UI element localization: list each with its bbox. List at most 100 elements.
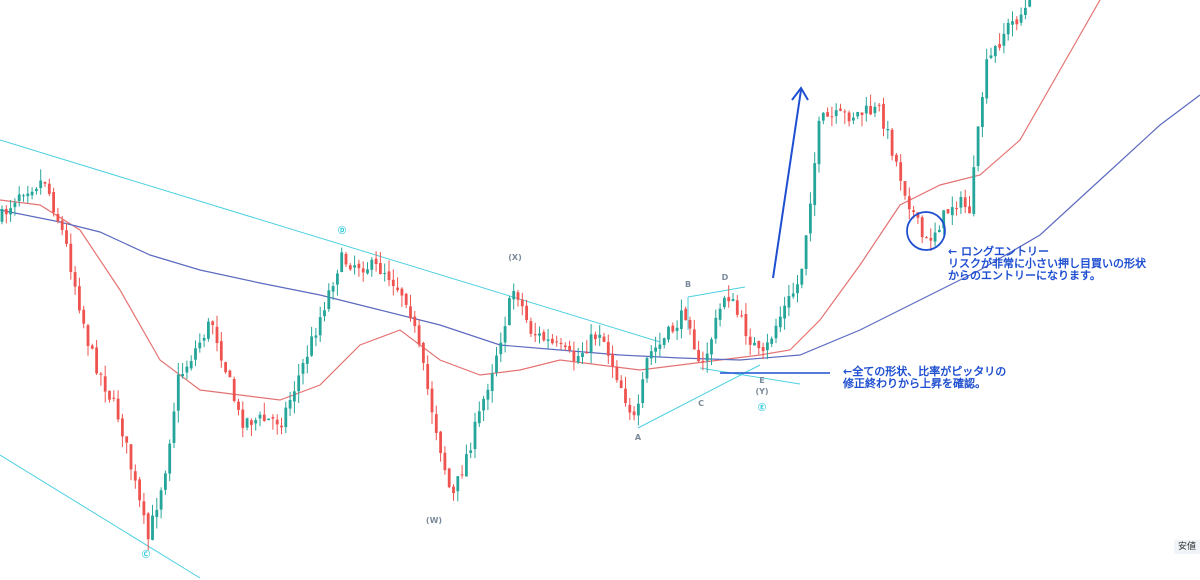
- candle: [275, 414, 279, 435]
- candle: [899, 154, 903, 191]
- candle: [981, 92, 984, 138]
- annotation-text: からのエントリーになります。: [948, 269, 1101, 282]
- candle: [469, 442, 473, 459]
- candle: [839, 103, 842, 112]
- candle: [404, 292, 408, 309]
- candle: [133, 464, 137, 489]
- candle: [370, 257, 374, 277]
- candle: [800, 268, 804, 289]
- candle: [740, 310, 743, 318]
- trendlines: [0, 139, 801, 579]
- candle: [602, 332, 606, 343]
- candle: [280, 417, 283, 435]
- candle: [327, 283, 331, 312]
- candle: [993, 45, 997, 63]
- candle: [1019, 7, 1023, 26]
- candle: [985, 48, 989, 104]
- candle: [589, 324, 593, 364]
- candle: [422, 341, 425, 371]
- candle: [860, 112, 864, 127]
- candle: [30, 187, 34, 200]
- candle: [82, 305, 86, 329]
- candle: [907, 187, 911, 220]
- candle: [998, 33, 1001, 51]
- candle: [413, 310, 417, 333]
- candle: [869, 94, 872, 116]
- candle: [710, 337, 713, 366]
- candle: [357, 259, 361, 277]
- candle: [925, 236, 928, 239]
- annotations: ← ロングエントリーリスクが非常に小さい押し目買いの形状からのエントリーになりま…: [842, 244, 1147, 390]
- candle: [619, 375, 623, 389]
- candle: [563, 342, 567, 351]
- candle: [391, 269, 395, 296]
- candle: [895, 153, 898, 167]
- candle: [933, 222, 937, 247]
- candle: [207, 318, 210, 342]
- candle: [572, 341, 576, 371]
- candle: [383, 263, 387, 282]
- candle: [271, 414, 275, 430]
- candle: [151, 504, 154, 541]
- candle: [439, 430, 442, 462]
- candle: [228, 369, 232, 378]
- candle: [946, 208, 950, 214]
- candle: [727, 285, 731, 308]
- candle: [546, 328, 550, 349]
- candle: [284, 401, 288, 433]
- candle: [116, 390, 120, 423]
- candle: [873, 102, 877, 118]
- candle: [864, 96, 868, 122]
- candle: [215, 315, 219, 352]
- wave-label: Ⓔ: [758, 402, 766, 412]
- triangle-upper-line: [687, 286, 746, 298]
- candle: [654, 336, 657, 363]
- wave-labels: Ⓓ (X) B D A C E (Y) Ⓔ (W) Ⓒ: [142, 225, 769, 559]
- annotation-text: リスクが非常に小さい押し目買いの形状: [948, 256, 1147, 270]
- candle: [1011, 11, 1014, 37]
- candle: [538, 326, 541, 344]
- candle: [331, 282, 335, 300]
- candle: [22, 193, 25, 202]
- candle: [90, 343, 94, 350]
- candle: [185, 360, 189, 380]
- candle: [86, 323, 90, 356]
- candle: [817, 116, 821, 173]
- candle: [611, 345, 614, 378]
- candle: [1028, 0, 1032, 8]
- candle: [688, 316, 692, 335]
- upper-channel-line: [0, 139, 661, 343]
- wave-label: Ⓒ: [142, 549, 150, 559]
- candle: [293, 381, 296, 414]
- candle: [525, 299, 528, 324]
- candle: [336, 269, 339, 296]
- candle: [520, 292, 524, 316]
- candle: [649, 345, 653, 365]
- candle: [761, 342, 765, 360]
- candle: [288, 391, 292, 417]
- candle: [340, 247, 344, 273]
- candle: [508, 295, 511, 326]
- candle: [409, 294, 412, 322]
- candle: [959, 191, 963, 214]
- candle: [920, 215, 924, 244]
- candle: [125, 436, 129, 454]
- candle: [495, 347, 498, 377]
- candle: [194, 340, 197, 366]
- candle: [882, 97, 885, 137]
- candle: [366, 262, 369, 275]
- candle: [787, 284, 791, 317]
- candle: [976, 126, 980, 172]
- candle: [757, 340, 761, 355]
- candle: [641, 371, 645, 409]
- candle: [13, 198, 17, 216]
- candle: [938, 225, 941, 233]
- candle: [512, 283, 516, 310]
- candle: [310, 326, 313, 357]
- candle: [662, 337, 666, 349]
- candle: [121, 413, 124, 448]
- candle: [262, 402, 266, 422]
- candle: [258, 411, 262, 427]
- candle: [645, 357, 649, 383]
